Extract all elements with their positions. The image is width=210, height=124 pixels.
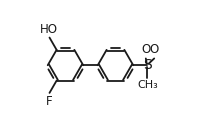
Text: F: F (46, 94, 52, 108)
Text: CH₃: CH₃ (137, 80, 158, 90)
Text: O: O (150, 43, 159, 56)
Text: S: S (143, 58, 152, 72)
Text: O: O (141, 43, 150, 56)
Text: HO: HO (40, 23, 58, 36)
